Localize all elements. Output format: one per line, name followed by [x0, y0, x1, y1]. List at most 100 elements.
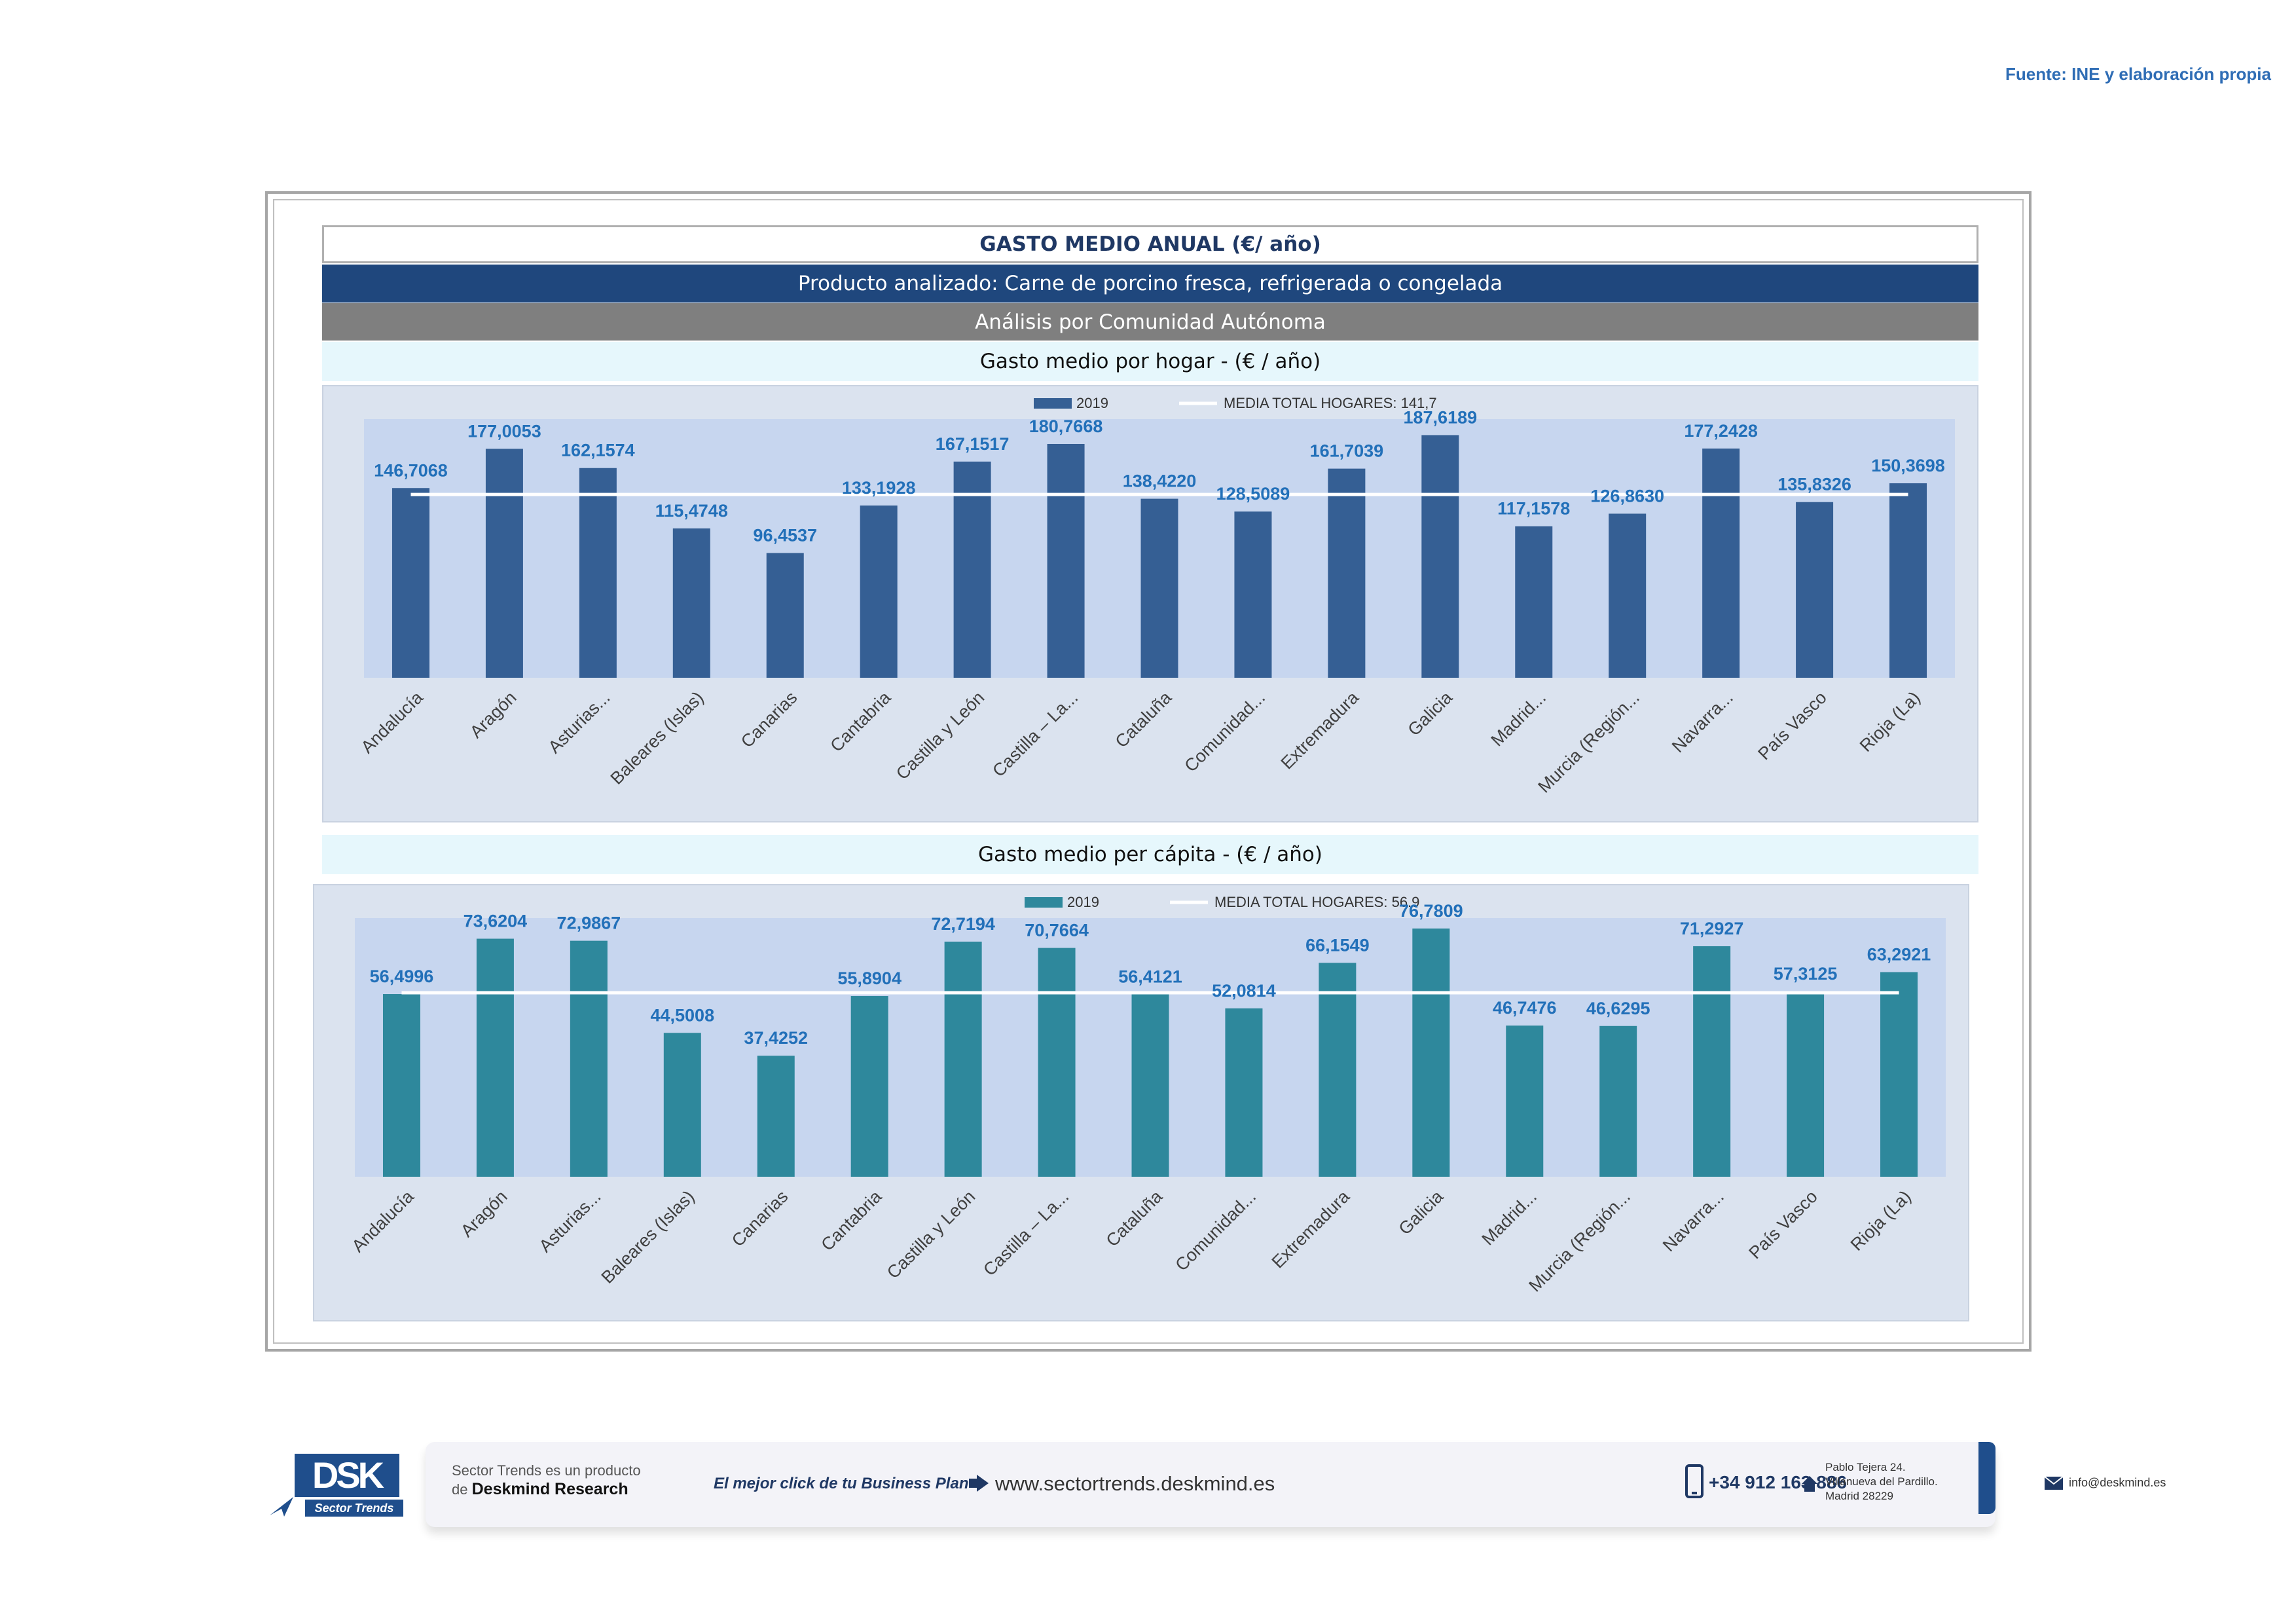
- bar: [1515, 526, 1553, 678]
- footer-product-text: Sector Trends es un producto de Deskmind…: [452, 1462, 641, 1499]
- bar: [1787, 991, 1825, 1177]
- legend: 2019 MEDIA TOTAL HOGARES: 56.9: [1025, 894, 1419, 910]
- analysis-band: Análisis por Comunidad Autónoma: [322, 303, 1978, 341]
- data-labels: 146,7068 177,0053 162,1574 115,4748 96,4537 1…: [374, 407, 1945, 545]
- bar: [1880, 972, 1918, 1177]
- data-label: 46,6295: [1586, 999, 1650, 1018]
- footer-slogan: El mejor click de tu Business Plan: [714, 1475, 969, 1492]
- bar: [1131, 994, 1169, 1177]
- chart1-title: Gasto medio por hogar - (€ / año): [322, 342, 1978, 381]
- category-label: Galicia: [1404, 687, 1456, 739]
- data-label: 72,9867: [557, 913, 621, 933]
- category-label: Baleares (Islas): [598, 1187, 699, 1287]
- bar: [570, 940, 608, 1177]
- footer-website[interactable]: www.sectortrends.deskmind.es: [995, 1472, 1275, 1495]
- category-label: Castilla y León: [892, 688, 988, 783]
- category-label: Canarias: [737, 688, 801, 752]
- bar: [1599, 1025, 1637, 1177]
- category-label: Navarra...: [1659, 1187, 1728, 1255]
- footer-product-line1: Sector Trends es un producto: [452, 1462, 641, 1479]
- data-label: 117,1578: [1497, 499, 1570, 519]
- data-label: 180,7668: [1029, 416, 1103, 436]
- data-label: 162,1574: [561, 441, 635, 460]
- home-icon: [1802, 1476, 1817, 1492]
- dsk-logo: DSK Sector Trends: [267, 1454, 405, 1519]
- bar: [382, 994, 420, 1177]
- data-label: 76,7809: [1399, 901, 1463, 921]
- report-frame: [265, 191, 2032, 1352]
- bar: [766, 553, 804, 678]
- data-label: 70,7664: [1025, 921, 1089, 940]
- data-label: 73,6204: [464, 911, 528, 931]
- category-label: Cataluña: [1112, 687, 1176, 751]
- bar: [663, 1033, 701, 1177]
- cursor-arrow-icon: [270, 1497, 293, 1517]
- bar: [1047, 443, 1085, 678]
- category-label: País Vasco: [1745, 1187, 1821, 1263]
- bar: [1234, 511, 1272, 678]
- footer: DSK Sector Trends Sector Trends es un pr…: [261, 1426, 2166, 1551]
- category-label: Comunidad...: [1171, 1187, 1260, 1275]
- category-label: Castilla y León: [883, 1187, 979, 1282]
- banner-edge: [1978, 1442, 1995, 1514]
- category-label: Aragón: [457, 1187, 511, 1241]
- bar: [1889, 483, 1927, 678]
- bar: [1506, 1025, 1544, 1177]
- data-label: 177,2428: [1684, 421, 1758, 441]
- category-label: Madrid...: [1487, 688, 1550, 750]
- chart-hogar-panel: 2019 MEDIA TOTAL HOGARES: 141,7 146,7068 17…: [322, 385, 1978, 822]
- category-labels: Andalucía Aragón Asturias...Baleares (Isla…: [357, 687, 1924, 796]
- category-label: Castilla – La...: [979, 1187, 1072, 1280]
- category-label: Asturias...: [544, 688, 613, 757]
- data-label: 72,7194: [931, 914, 995, 934]
- footer-product-prefix: de: [452, 1481, 468, 1498]
- footer-phone[interactable]: +34 912 163 886: [1709, 1472, 1847, 1492]
- category-label: Comunidad...: [1180, 688, 1269, 776]
- bar: [953, 461, 991, 678]
- data-label: 115,4748: [655, 501, 728, 521]
- data-label: 167,1517: [936, 434, 1010, 454]
- bar: [485, 449, 523, 678]
- category-label: Navarra...: [1668, 688, 1737, 756]
- bar: [1140, 498, 1178, 678]
- data-label: 56,4996: [370, 967, 434, 986]
- category-labels: Andalucía Aragón Asturias...Baleares (Isla…: [348, 1186, 1915, 1295]
- data-label: 46,7476: [1493, 998, 1557, 1018]
- category-label: Rioja (La): [1847, 1187, 1915, 1255]
- legend-avg-label: MEDIA TOTAL HOGARES: 141,7: [1224, 395, 1437, 411]
- category-label: Cantabria: [826, 687, 895, 756]
- legend-series-label: 2019: [1067, 894, 1099, 910]
- category-label: Canarias: [728, 1187, 792, 1251]
- category-label: Rioja (La): [1856, 688, 1924, 756]
- product-band: Producto analizado: Carne de porcino fre…: [322, 265, 1978, 303]
- bar: [1412, 928, 1450, 1177]
- footer-email[interactable]: info@deskmind.es: [2069, 1476, 2166, 1489]
- data-label: 146,7068: [374, 460, 448, 480]
- footer-brand: Deskmind Research: [471, 1480, 629, 1498]
- bar: [1328, 468, 1366, 678]
- category-label: Cataluña: [1102, 1186, 1167, 1250]
- data-label: 66,1549: [1305, 935, 1370, 955]
- phone-icon: [1685, 1464, 1704, 1498]
- dsk-logo-tag: Sector Trends: [305, 1500, 403, 1517]
- data-label: 71,2927: [1680, 919, 1744, 938]
- bars: [382, 928, 1918, 1177]
- category-label: Cantabria: [817, 1186, 886, 1255]
- category-label: Extremadura: [1268, 1186, 1354, 1272]
- chart-percapita: 2019 MEDIA TOTAL HOGARES: 56.9 56,4996 73,6…: [348, 894, 1946, 1296]
- data-label: 96,4537: [753, 526, 817, 545]
- legend-avg-label: MEDIA TOTAL HOGARES: 56.9: [1214, 894, 1419, 910]
- dsk-logo-text: DSK: [295, 1454, 399, 1497]
- data-label: 52,0814: [1212, 981, 1276, 1001]
- data-label: 161,7039: [1310, 441, 1384, 461]
- chart-percapita-panel: 2019 MEDIA TOTAL HOGARES: 56.9 56,4996 73,6…: [313, 884, 1969, 1321]
- data-label: 126,8630: [1590, 486, 1664, 506]
- bar: [579, 468, 617, 678]
- chart-hogar: 2019 MEDIA TOTAL HOGARES: 141,7 146,7068 17…: [357, 395, 1955, 797]
- bars: [392, 435, 1927, 678]
- bar: [476, 938, 514, 1177]
- category-label: Andalucía: [357, 687, 428, 757]
- data-labels: 56,4996 73,6204 72,9867 44,5008 37,4252 55,89…: [370, 901, 1931, 1048]
- category-label: Baleares (Islas): [607, 688, 708, 788]
- category-label: Aragón: [466, 688, 520, 742]
